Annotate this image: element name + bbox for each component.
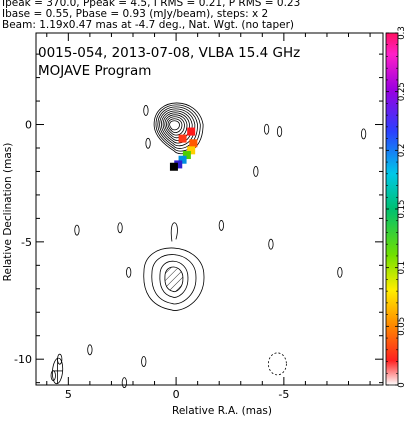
jet-contour <box>151 254 197 305</box>
plot-subtitle: MOJAVE Program <box>38 63 151 79</box>
colorbar-tick-label: 0.25 <box>397 82 407 101</box>
y-axis-label: Relative Declination (mas) <box>2 143 14 282</box>
noise-contour <box>145 137 151 149</box>
noise-contour <box>117 222 123 234</box>
colorbar-ticks: 0 0.05 0.1 0.15 0.2 0.25 0.3 <box>386 26 407 388</box>
noise-contour <box>276 126 283 137</box>
x-axis-label: Relative R.A. (mas) <box>172 405 272 417</box>
noise-contour <box>57 353 63 365</box>
noise-contour <box>253 166 259 177</box>
header-line-3: Beam: 1.19x0.47 mas at -4.7 deg., Nat. W… <box>2 19 295 31</box>
y-tick-label: -10 <box>14 353 32 366</box>
colorbar-tick-label: 0.15 <box>397 200 407 219</box>
contour-layer <box>143 102 205 311</box>
jet-contour-bridge <box>170 222 178 242</box>
noise-contour <box>141 356 147 367</box>
negative-contour <box>267 352 287 376</box>
x-tick-label: -5 <box>278 388 289 401</box>
colorbar-tick-label: 0.2 <box>397 144 407 158</box>
colorbar-tick-label: 0.05 <box>397 317 407 336</box>
core-contour <box>167 118 183 133</box>
x-tick-label: 5 <box>65 388 72 401</box>
y-tick-label: -5 <box>21 236 32 249</box>
noise-contour <box>268 238 274 250</box>
jet-contour <box>164 266 184 293</box>
noise-contour <box>74 224 80 236</box>
noise-contour <box>218 220 224 231</box>
noise-contour <box>87 344 93 356</box>
beam-ellipse <box>51 357 64 385</box>
beam-shape <box>51 357 64 385</box>
noise-contour <box>143 105 149 116</box>
noise-contour <box>264 123 270 135</box>
header-line-1: Ipeak = 370.0, Ppeak = 4.5, I RMS = 0.21… <box>2 0 301 9</box>
polarization-patch <box>189 139 198 148</box>
polarization-patch <box>178 155 187 164</box>
colorbar-tick-label: 0.1 <box>397 261 407 275</box>
polarization-patch <box>182 151 191 160</box>
plot-title: 0015-054, 2013-07-08, VLBA 15.4 GHz <box>38 45 300 61</box>
jet-contour <box>159 260 189 298</box>
core-contour <box>166 116 185 136</box>
y-tick-label: 0 <box>25 119 32 132</box>
noise-contour <box>361 128 367 140</box>
plot-frame <box>35 32 384 386</box>
polarization-patch <box>187 127 196 136</box>
polarization-patch <box>174 160 183 169</box>
polarization-patch <box>178 134 187 143</box>
core-contour <box>169 120 180 131</box>
polarization-patch <box>187 146 196 155</box>
colorbar-tick-label: 0.3 <box>397 26 407 40</box>
colorbar-tick-label: 0 <box>397 382 407 387</box>
noise-contour <box>121 377 127 389</box>
noise-contour <box>126 266 132 278</box>
core-contour <box>159 108 196 147</box>
axis-ticks: 5 0 -5 0 -5 -10 <box>14 33 383 401</box>
x-tick-label: 0 <box>173 388 180 401</box>
jet-contour <box>143 247 205 311</box>
header-line-2: Ibase = 0.55, Pbase = 0.93 (mJy/beam), s… <box>2 8 269 20</box>
polarization-layer <box>169 127 198 171</box>
noise-contour <box>337 266 343 278</box>
polarization-patch <box>169 162 178 171</box>
noise-contour-layer <box>50 105 367 389</box>
